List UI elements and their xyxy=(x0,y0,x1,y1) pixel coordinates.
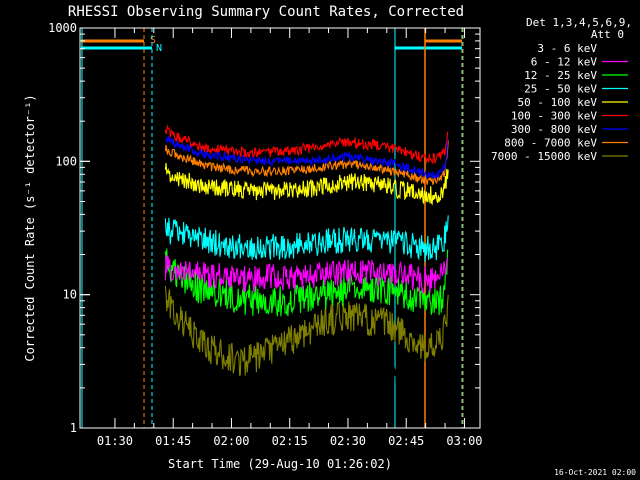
x-tick-label: 02:00 xyxy=(213,434,249,448)
y-tick-label: 10 xyxy=(63,288,77,302)
series-line xyxy=(164,135,449,179)
y-axis-label: Corrected Count Rate (s⁻¹ detector⁻¹) xyxy=(23,94,37,361)
x-tick-label: 02:30 xyxy=(330,434,366,448)
series-line xyxy=(164,286,449,377)
legend-entry-label: 12 - 25 keV xyxy=(524,69,597,82)
chart-title: RHESSI Observing Summary Count Rates, Co… xyxy=(68,4,464,20)
flag-label-s: S xyxy=(150,35,156,46)
series-line xyxy=(164,254,449,294)
legend-entry-label: 6 - 12 keV xyxy=(531,56,598,69)
legend-entry-label: 50 - 100 keV xyxy=(518,96,598,109)
x-axis-ticks: 01:30 01:45 02:00 02:15 02:30 02:45 03:00 xyxy=(97,28,483,448)
y-tick-label: 1000 xyxy=(48,21,77,35)
legend-entry-label: 300 - 800 keV xyxy=(511,123,597,136)
series-line xyxy=(164,139,449,186)
x-tick-label: 02:15 xyxy=(272,434,308,448)
legend-header-line-2: Att 0 xyxy=(591,28,624,41)
y-tick-label: 100 xyxy=(55,154,77,168)
y-tick-label: 1 xyxy=(70,421,77,435)
legend-header-line-1: Det 1,3,4,5,6,9, xyxy=(526,16,632,29)
x-tick-label: 01:45 xyxy=(155,434,191,448)
legend-entry-label: 100 - 300 keV xyxy=(511,110,597,123)
x-axis-label: Start Time (29-Aug-10 01:26:02) xyxy=(168,457,392,471)
series-line xyxy=(164,283,449,430)
legend-entry-label: 25 - 50 keV xyxy=(524,83,597,96)
series-line xyxy=(164,163,449,206)
series-line xyxy=(164,248,449,317)
legend-entry-label: 800 - 7000 keV xyxy=(504,137,597,150)
legend-entry-label: 7000 - 15000 keV xyxy=(491,150,597,163)
footer-timestamp: 16-Oct-2021 02:00 xyxy=(554,468,636,477)
x-tick-label: 03:00 xyxy=(446,434,482,448)
x-tick-label: 01:30 xyxy=(97,434,133,448)
legend-entry-label: 3 - 6 keV xyxy=(537,42,597,55)
series-line xyxy=(164,124,449,165)
plot-frame xyxy=(79,27,481,429)
series-line xyxy=(164,215,449,262)
series-group xyxy=(164,124,449,430)
x-tick-label: 02:45 xyxy=(388,434,424,448)
flag-label-n: N xyxy=(156,43,162,54)
y-axis-ticks: 1 10 100 1000 xyxy=(48,21,480,435)
